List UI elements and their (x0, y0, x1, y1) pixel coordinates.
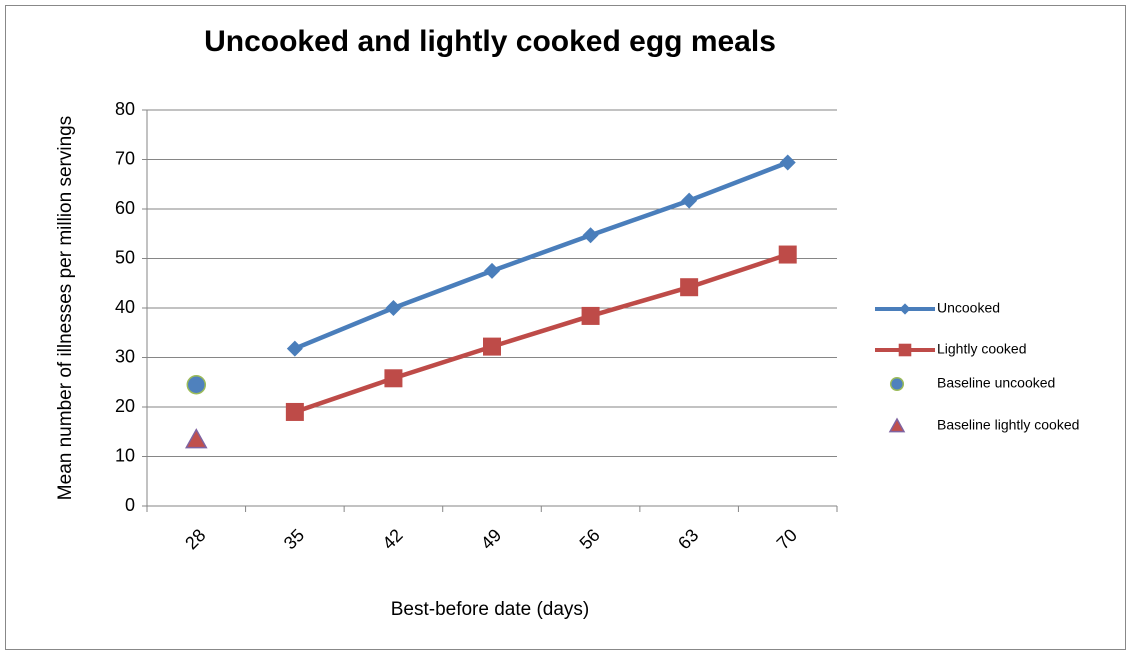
marker (778, 245, 797, 264)
legend-label: Baseline lightly cooked (937, 417, 1079, 433)
marker (888, 417, 906, 433)
marker (582, 227, 599, 244)
chart-border (5, 5, 1126, 650)
y-tick-label: 30 (115, 346, 135, 366)
marker (185, 428, 208, 449)
marker (484, 262, 500, 279)
chart-title: Uncooked and lightly cooked egg meals (204, 25, 776, 58)
marker (899, 303, 911, 315)
series-line (294, 252, 789, 415)
marker (385, 300, 402, 316)
y-axis-title: Mean number of illnesses per million ser… (55, 116, 76, 500)
legend-label: Uncooked (937, 300, 1000, 316)
y-tick-label: 10 (115, 445, 135, 465)
y-tick-label: 0 (125, 495, 135, 515)
marker (384, 369, 403, 388)
legend-item: Lightly cooked (875, 341, 1027, 357)
x-axis-title: Best-before date (days) (391, 599, 590, 620)
y-tick-label: 80 (115, 99, 135, 119)
marker (779, 154, 796, 171)
marker (483, 337, 501, 356)
y-tick-label: 20 (115, 396, 135, 416)
legend-item: Uncooked (875, 300, 1000, 316)
legend-label: Baseline uncooked (937, 375, 1055, 391)
series-line (294, 160, 789, 351)
y-tick-label: 60 (115, 198, 135, 218)
legend-item: Baseline uncooked (889, 375, 1055, 392)
marker (889, 376, 905, 392)
marker (681, 192, 698, 209)
legend-label: Lightly cooked (937, 341, 1027, 357)
marker (898, 343, 912, 357)
marker (680, 278, 699, 297)
marker (186, 374, 207, 395)
y-tick-label: 40 (115, 297, 135, 317)
y-tick-label: 50 (115, 247, 135, 267)
legend-item: Baseline lightly cooked (888, 417, 1079, 433)
y-tick-label: 70 (115, 148, 135, 168)
marker (286, 340, 303, 357)
marker (581, 306, 600, 325)
marker (285, 402, 304, 421)
